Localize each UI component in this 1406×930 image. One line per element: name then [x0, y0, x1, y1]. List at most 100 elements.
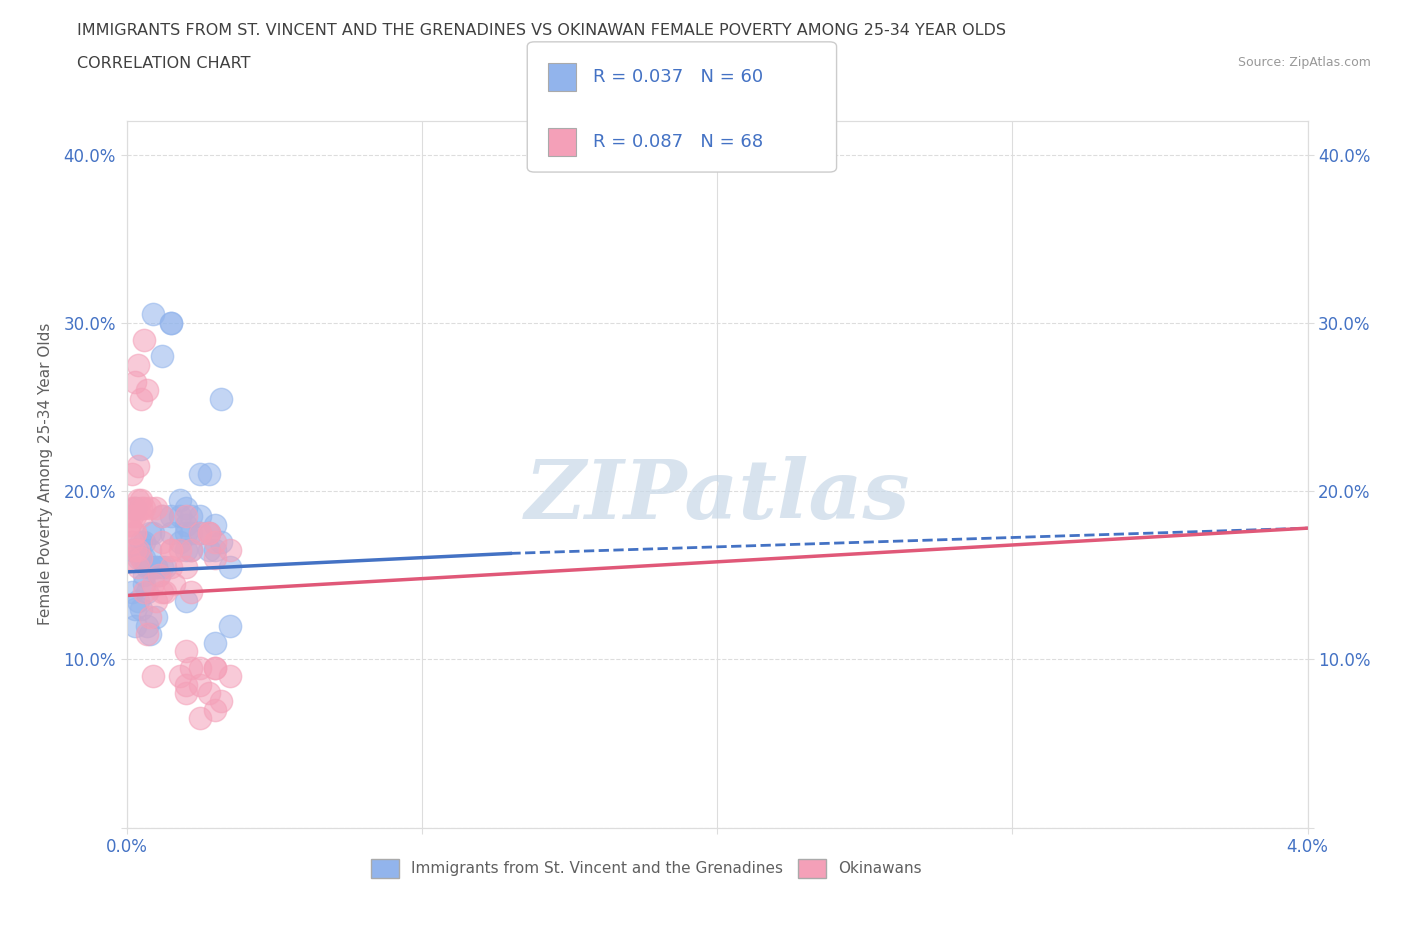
Point — [198, 467, 221, 482]
Text: R = 0.037   N = 60: R = 0.037 N = 60 — [593, 68, 763, 86]
Point — [129, 534, 153, 549]
Point — [124, 509, 146, 524]
Point — [169, 492, 191, 507]
Point — [121, 585, 143, 600]
Point — [127, 492, 149, 507]
Point — [139, 542, 162, 557]
Point — [219, 669, 242, 684]
Point — [118, 517, 141, 532]
Point — [198, 542, 221, 557]
Point — [145, 610, 167, 625]
Point — [127, 542, 149, 557]
Point — [134, 500, 156, 515]
Point — [129, 551, 153, 565]
Point — [124, 602, 146, 617]
Point — [139, 627, 162, 642]
Point — [145, 593, 167, 608]
Point — [180, 542, 202, 557]
Point — [124, 525, 146, 540]
Text: ZIPatlas: ZIPatlas — [524, 456, 910, 536]
Point — [129, 551, 153, 565]
Point — [160, 542, 183, 557]
Point — [160, 315, 183, 330]
Point — [180, 660, 202, 675]
Point — [148, 568, 170, 583]
Point — [160, 560, 183, 575]
Point — [150, 560, 173, 575]
Point — [124, 542, 146, 557]
Point — [180, 525, 202, 540]
Point — [121, 534, 143, 549]
Point — [124, 500, 146, 515]
Point — [169, 509, 191, 524]
Point — [160, 525, 183, 540]
Point — [129, 500, 153, 515]
Point — [121, 542, 143, 557]
Point — [136, 627, 159, 642]
Point — [139, 500, 162, 515]
Point — [174, 644, 197, 658]
Point — [134, 534, 156, 549]
Point — [204, 517, 226, 532]
Point — [124, 618, 146, 633]
Point — [209, 534, 232, 549]
Point — [163, 577, 186, 591]
Point — [174, 685, 197, 700]
Text: Source: ZipAtlas.com: Source: ZipAtlas.com — [1237, 56, 1371, 69]
Point — [188, 509, 212, 524]
Legend: Immigrants from St. Vincent and the Grenadines, Okinawans: Immigrants from St. Vincent and the Gren… — [366, 853, 928, 884]
Point — [121, 509, 143, 524]
Point — [134, 551, 156, 565]
Point — [204, 551, 226, 565]
Point — [180, 509, 202, 524]
Point — [160, 315, 183, 330]
Point — [174, 560, 197, 575]
Point — [134, 568, 156, 583]
Point — [174, 542, 197, 557]
Point — [188, 467, 212, 482]
Point — [204, 660, 226, 675]
Point — [204, 660, 226, 675]
Point — [127, 560, 149, 575]
Point — [174, 525, 197, 540]
Point — [198, 525, 221, 540]
Point — [219, 618, 242, 633]
Point — [204, 542, 226, 557]
Point — [134, 577, 156, 591]
Point — [134, 332, 156, 347]
Point — [145, 500, 167, 515]
Point — [142, 525, 165, 540]
Point — [136, 383, 159, 398]
Point — [150, 509, 173, 524]
Point — [145, 560, 167, 575]
Point — [174, 517, 197, 532]
Point — [174, 500, 197, 515]
Point — [121, 467, 143, 482]
Point — [139, 525, 162, 540]
Point — [121, 500, 143, 515]
Point — [219, 542, 242, 557]
Point — [188, 677, 212, 692]
Point — [180, 585, 202, 600]
Point — [169, 534, 191, 549]
Point — [219, 560, 242, 575]
Text: CORRELATION CHART: CORRELATION CHART — [77, 56, 250, 71]
Point — [145, 560, 167, 575]
Point — [134, 585, 156, 600]
Point — [174, 677, 197, 692]
Point — [204, 635, 226, 650]
Point — [129, 392, 153, 406]
Point — [153, 560, 176, 575]
Point — [148, 568, 170, 583]
Point — [136, 618, 159, 633]
Point — [153, 585, 176, 600]
Point — [198, 525, 221, 540]
Point — [129, 509, 153, 524]
Point — [129, 442, 153, 457]
Point — [150, 349, 173, 364]
Point — [188, 711, 212, 725]
Point — [188, 525, 212, 540]
Point — [136, 585, 159, 600]
Text: IMMIGRANTS FROM ST. VINCENT AND THE GRENADINES VS OKINAWAN FEMALE POVERTY AMONG : IMMIGRANTS FROM ST. VINCENT AND THE GREN… — [77, 23, 1007, 38]
Point — [188, 660, 212, 675]
